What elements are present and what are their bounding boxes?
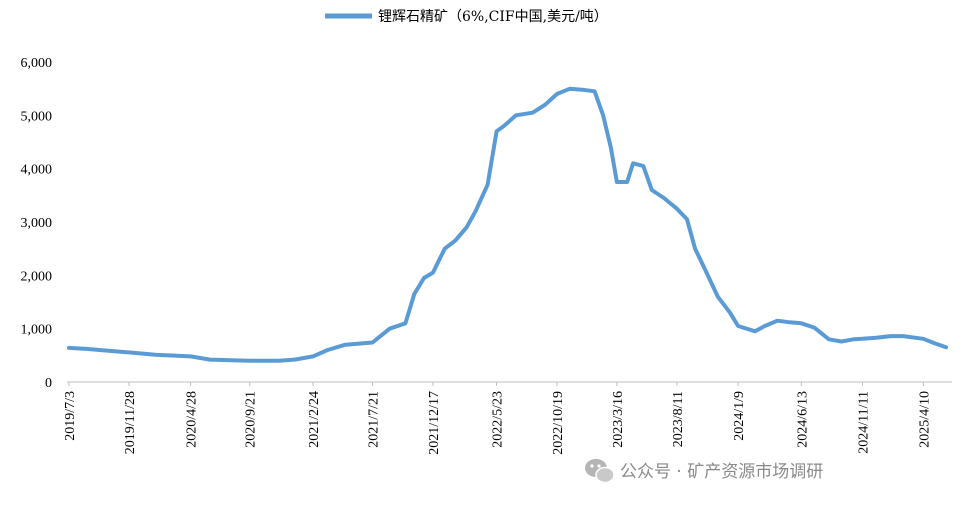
x-tick-label: 2021/7/21 [367,391,382,448]
y-tick-label: 3,000 [21,216,53,231]
y-tick-label: 4,000 [21,163,53,178]
x-tick-label: 2021/2/24 [307,391,322,448]
watermark-text: 公众号 · 矿产资源市场调研 [620,462,823,482]
y-axis-ticks: 0 1,000 2,000 3,000 4,000 5,000 6,000 [21,56,53,391]
series-line [67,86,948,363]
x-tick-label: 2022/5/23 [491,391,506,448]
legend: 锂辉石精矿（6%,CIF中国,美元/吨） [325,9,608,25]
x-tick-label: 2024/6/13 [795,391,810,448]
x-tick-label: 2020/9/21 [244,391,259,448]
x-tick-label: 2025/4/10 [917,391,932,448]
y-tick-label: 2,000 [21,269,53,284]
y-tick-label: 1,000 [21,323,53,338]
x-tick-label: 2020/4/28 [185,391,200,448]
watermark: 公众号 · 矿产资源市场调研 [585,459,823,484]
y-tick-label: 6,000 [21,56,53,71]
x-tick-label: 2021/12/17 [427,391,442,455]
x-tick-label: 2023/3/16 [611,391,626,448]
x-axis-ticks: 2019/7/3 2019/11/28 2020/4/28 2020/9/21 2021… [63,382,932,455]
x-tick-label: 2022/10/19 [551,391,566,455]
x-tick-label: 2024/1/9 [732,391,747,441]
y-tick-label: 5,000 [21,109,53,124]
x-tick-label: 2023/8/11 [671,391,686,447]
x-tick-label: 2019/11/28 [123,391,138,454]
wechat-icon [585,459,615,484]
x-tick-label: 2024/11/11 [857,391,872,454]
legend-label: 锂辉石精矿（6%,CIF中国,美元/吨） [378,9,608,25]
y-tick-label: 0 [45,376,52,391]
x-tick-label: 2019/7/3 [63,391,78,441]
